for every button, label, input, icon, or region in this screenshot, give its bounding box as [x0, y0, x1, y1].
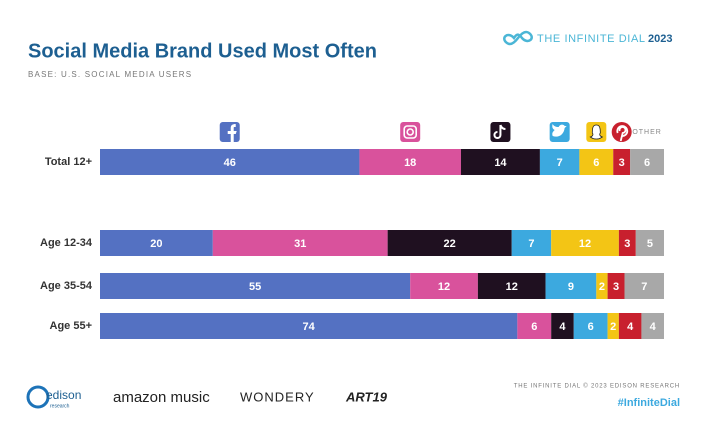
bar-segment — [618, 313, 642, 339]
infinity-icon — [503, 30, 533, 46]
bar-segment — [100, 313, 518, 339]
logo-amazon: amazon music — [113, 389, 210, 406]
bar-segment — [607, 273, 625, 299]
logo-edison: edison — [46, 388, 81, 402]
value-label: 14 — [494, 157, 507, 169]
value-label: 5 — [647, 238, 653, 250]
footer-credit: THE INFINITE DIAL © 2023 EDISON RESEARCH — [514, 383, 680, 390]
value-label: 4 — [650, 321, 657, 333]
logo-research: research — [50, 403, 70, 409]
value-label: 55 — [249, 281, 261, 293]
value-label: 6 — [531, 321, 537, 333]
value-label: 12 — [506, 281, 518, 293]
chart-title: Social Media Brand Used Most Often — [28, 40, 377, 62]
legend-label: OTHER — [632, 129, 662, 136]
report-logo: THE INFINITE DIAL 2023 — [503, 30, 672, 46]
icon-glyph — [406, 128, 415, 136]
legend-icon — [219, 122, 240, 142]
value-label: 4 — [627, 321, 634, 333]
icon-glyph — [227, 124, 237, 142]
value-label: 12 — [438, 281, 450, 293]
value-label: 2 — [610, 321, 616, 333]
value-label: 3 — [619, 157, 625, 169]
bar-segment — [573, 313, 608, 339]
bar-segment — [359, 149, 461, 175]
y-tick-label: Age 55+ — [50, 320, 93, 332]
report-year: 2023 — [648, 33, 672, 45]
value-label: 7 — [641, 281, 647, 293]
value-label: 6 — [588, 321, 594, 333]
bar-segment — [511, 230, 552, 256]
bar-segment — [100, 149, 360, 175]
bar-segment — [551, 313, 574, 339]
value-label: 9 — [568, 281, 574, 293]
legend-icon — [549, 122, 570, 142]
bar-segment — [607, 313, 619, 339]
icon-glyph — [493, 124, 506, 139]
hashtag: #InfiniteDial — [618, 397, 680, 409]
legend-icon — [490, 122, 511, 142]
bar-segment — [212, 230, 388, 256]
value-label: 31 — [294, 238, 306, 250]
bar-segment — [618, 230, 636, 256]
bar-segment — [613, 149, 631, 175]
y-tick-label: Age 12-34 — [40, 237, 93, 249]
report-name: THE INFINITE DIAL — [537, 33, 646, 45]
bar-segment — [410, 273, 478, 299]
value-label: 12 — [579, 238, 591, 250]
bar-segment — [100, 273, 411, 299]
bar-segment — [635, 230, 664, 256]
value-label: 74 — [303, 321, 316, 333]
value-label: 3 — [624, 238, 630, 250]
icon-glyph — [403, 125, 418, 139]
chart-subtitle: BASE: U.S. SOCIAL MEDIA USERS — [28, 70, 192, 79]
legend-icon — [611, 122, 632, 142]
bar-segment — [596, 273, 608, 299]
bar-segment — [460, 149, 540, 175]
bar-segment — [387, 230, 512, 256]
value-label: 3 — [613, 281, 619, 293]
value-label: 20 — [150, 238, 162, 250]
bar-segment — [624, 273, 664, 299]
value-label: 22 — [444, 238, 456, 250]
bar-segment — [579, 149, 614, 175]
edison-icon — [26, 385, 50, 409]
icon-glyph — [589, 124, 604, 140]
icon-glyph — [552, 124, 567, 137]
bar-segment — [477, 273, 546, 299]
value-label: 7 — [557, 157, 563, 169]
icon-bg — [611, 122, 632, 142]
value-label: 2 — [599, 281, 605, 293]
value-label: 6 — [593, 157, 599, 169]
bar-segment — [545, 273, 597, 299]
value-label: 6 — [644, 157, 650, 169]
bar-segment — [641, 313, 664, 339]
value-label: 4 — [559, 321, 566, 333]
logo-wondery: WONDERY — [240, 389, 315, 404]
value-label: 18 — [404, 157, 416, 169]
icon-bg — [400, 122, 421, 142]
bar-segment — [100, 230, 213, 256]
y-tick-label: Age 35-54 — [40, 280, 93, 292]
footer: edison research amazon music WONDERY ART… — [26, 383, 680, 409]
bar-segment — [539, 149, 580, 175]
bar-segment — [517, 313, 552, 339]
bar-segment — [551, 230, 619, 256]
legend-icon — [586, 122, 607, 142]
icon-glyph — [616, 125, 629, 142]
value-label: 46 — [224, 157, 236, 169]
bar-segment — [630, 149, 664, 175]
legend-icon — [400, 122, 421, 142]
logo-art19: ART19 — [345, 389, 388, 404]
y-tick-label: Total 12+ — [45, 156, 92, 168]
value-label: 7 — [528, 238, 534, 250]
